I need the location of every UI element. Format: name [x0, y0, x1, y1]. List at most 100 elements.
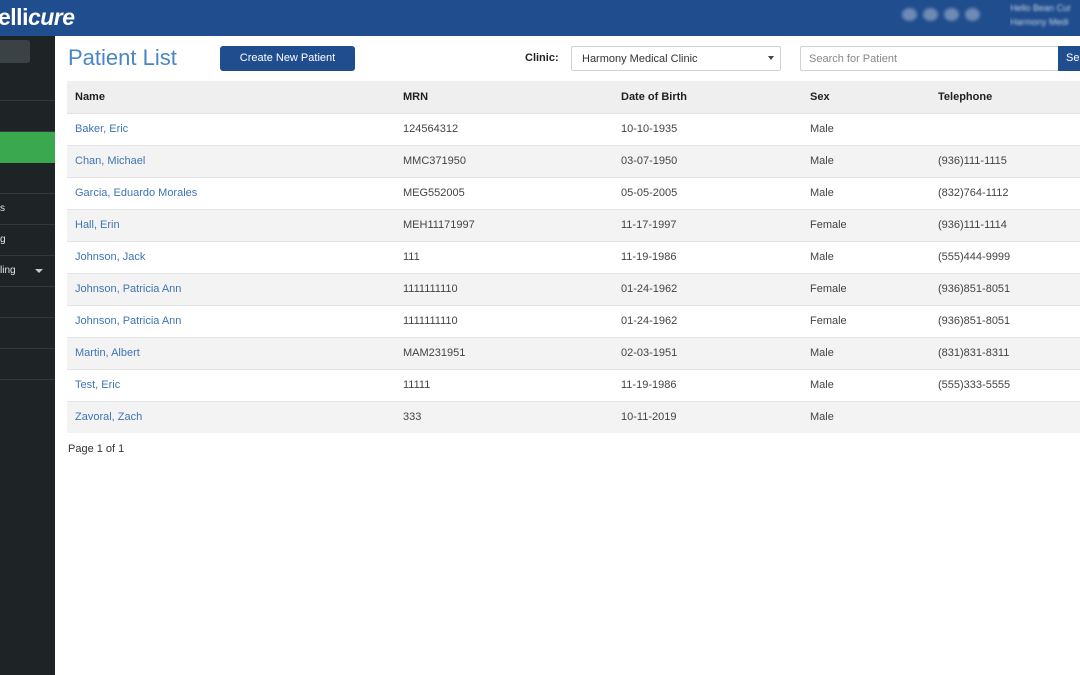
sex-cell: Male	[802, 336, 930, 369]
column-header-dob[interactable]: Date of Birth	[613, 81, 802, 113]
chevron-down-icon	[35, 269, 43, 273]
table-row[interactable]: Johnson, Patricia Ann 1111111110 01-24-196…	[67, 272, 1080, 305]
column-header-name[interactable]: Name	[67, 81, 395, 113]
telephone-cell	[930, 400, 1080, 433]
sex-cell: Male	[802, 176, 930, 209]
chat-icon[interactable]	[965, 8, 980, 21]
sex-cell: Male	[802, 144, 930, 177]
date-of-birth-cell: 11-17-1997	[613, 208, 802, 241]
sex-cell: Female	[802, 208, 930, 241]
telephone-cell: (936)851-8051	[930, 272, 1080, 305]
mrn-cell: 111	[395, 240, 613, 273]
user-info[interactable]: Hello Bean Cur Harmony Medi	[1010, 1, 1080, 29]
table-row[interactable]: Chan, Michael MMC371950 03-07-1950 Male (936…	[67, 144, 1080, 177]
patient-name-link[interactable]: Johnson, Patricia Ann	[67, 272, 395, 305]
mrn-cell: 11111	[395, 368, 613, 401]
date-of-birth-cell: 03-07-1950	[613, 144, 802, 177]
sex-cell: Female	[802, 272, 930, 305]
patient-search-input[interactable]	[800, 46, 1060, 71]
date-of-birth-cell: 10-10-1935	[613, 112, 802, 145]
mrn-cell: 124564312	[395, 112, 613, 145]
sidebar-item-6[interactable]: g	[0, 225, 55, 256]
patient-name-link[interactable]: Johnson, Jack	[67, 240, 395, 273]
sex-cell: Male	[802, 112, 930, 145]
table-row[interactable]: Garcia, Eduardo Morales MEG552005 05-05-20…	[67, 176, 1080, 209]
patient-name-link[interactable]: Zavoral, Zach	[67, 400, 395, 433]
clinic-select[interactable]: Harmony Medical Clinic	[571, 46, 781, 71]
logo-text-part-2: cure	[27, 4, 75, 30]
telephone-cell: (831)831-8311	[930, 336, 1080, 369]
telephone-cell: (936)111-1115	[930, 144, 1080, 177]
telephone-cell: (936)851-8051	[930, 304, 1080, 337]
patient-name-link[interactable]: Garcia, Eduardo Morales	[67, 176, 395, 209]
column-header-mrn[interactable]: MRN	[395, 81, 613, 113]
date-of-birth-cell: 10-11-2019	[613, 400, 802, 433]
patient-name-link[interactable]: Test, Eric	[67, 368, 395, 401]
mrn-cell: MMC371950	[395, 144, 613, 177]
sidebar-item-7[interactable]: ling	[0, 256, 55, 287]
patient-name-link[interactable]: Martin, Albert	[67, 336, 395, 369]
logo-text-part-1: elli	[0, 4, 28, 30]
search-button[interactable]: Sea	[1058, 46, 1080, 71]
mrn-cell: MEG552005	[395, 176, 613, 209]
telephone-cell: (832)764-1112	[930, 176, 1080, 209]
header-icons	[902, 8, 980, 21]
date-of-birth-cell: 01-24-1962	[613, 304, 802, 337]
sidebar-item-label: s	[0, 203, 5, 214]
user-clinic: Harmony Medi	[1010, 17, 1069, 27]
sidebar-item-1[interactable]	[0, 70, 55, 101]
app-logo[interactable]: ellicure	[0, 4, 75, 31]
clinic-select-value: Harmony Medical Clinic	[582, 53, 698, 65]
mrn-cell: 333	[395, 400, 613, 433]
mrn-cell: 1111111110	[395, 272, 613, 305]
table-row[interactable]: Martin, Albert MAM231951 02-03-1951 Male (83…	[67, 336, 1080, 369]
sidebar: s g ling	[0, 36, 55, 675]
patient-name-link[interactable]: Johnson, Patricia Ann	[67, 304, 395, 337]
sidebar-item-active[interactable]	[0, 132, 55, 163]
table-row[interactable]: Baker, Eric 124564312 10-10-1935 Male	[67, 112, 1080, 145]
mrn-cell: MAM231951	[395, 336, 613, 369]
date-of-birth-cell: 11-19-1986	[613, 368, 802, 401]
help-icon[interactable]	[923, 8, 938, 21]
column-header-sex[interactable]: Sex	[802, 81, 930, 113]
pagination-text: Page 1 of 1	[68, 443, 125, 455]
sidebar-item-9[interactable]	[0, 318, 55, 349]
table-row[interactable]: Zavoral, Zach 333 10-11-2019 Male	[67, 400, 1080, 433]
column-header-telephone[interactable]: Telephone	[930, 81, 1080, 113]
table-row[interactable]: Test, Eric 11111 11-19-1986 Male (555)333-55…	[67, 368, 1080, 401]
sex-cell: Male	[802, 240, 930, 273]
patient-name-link[interactable]: Baker, Eric	[67, 112, 395, 145]
telephone-cell: (555)333-5555	[930, 368, 1080, 401]
telephone-cell: (936)111-1114	[930, 208, 1080, 241]
chevron-down-icon	[768, 56, 774, 60]
sidebar-search[interactable]	[0, 40, 30, 63]
sidebar-item-2[interactable]	[0, 101, 55, 132]
telephone-cell: (555)444-9999	[930, 240, 1080, 273]
create-new-patient-button[interactable]: Create New Patient	[220, 46, 355, 71]
table-row[interactable]: Hall, Erin MEH11171997 11-17-1997 Female (93…	[67, 208, 1080, 241]
date-of-birth-cell: 01-24-1962	[613, 272, 802, 305]
date-of-birth-cell: 02-03-1951	[613, 336, 802, 369]
table-row[interactable]: Johnson, Patricia Ann 1111111110 01-24-196…	[67, 304, 1080, 337]
megaphone-icon[interactable]	[902, 8, 917, 21]
patient-name-link[interactable]: Hall, Erin	[67, 208, 395, 241]
sidebar-item-label: g	[0, 234, 6, 245]
user-greeting: Hello Bean Cur	[1010, 3, 1072, 13]
page-title: Patient List	[68, 45, 177, 70]
sidebar-item-label: ling	[0, 265, 16, 276]
patient-name-link[interactable]: Chan, Michael	[67, 144, 395, 177]
telephone-cell	[930, 112, 1080, 145]
sidebar-item-10[interactable]	[0, 349, 55, 380]
sex-cell: Male	[802, 368, 930, 401]
mail-icon[interactable]	[944, 8, 959, 21]
mrn-cell: MEH11171997	[395, 208, 613, 241]
sex-cell: Male	[802, 400, 930, 433]
date-of-birth-cell: 11-19-1986	[613, 240, 802, 273]
table-row[interactable]: Johnson, Jack 111 11-19-1986 Male (555)444-9…	[67, 240, 1080, 273]
sidebar-item-4[interactable]	[0, 163, 55, 194]
sidebar-item-5[interactable]: s	[0, 194, 55, 225]
mrn-cell: 1111111110	[395, 304, 613, 337]
patient-table: Name MRN Date of Birth Sex Telephone Bak…	[67, 81, 1080, 433]
clinic-label: Clinic:	[525, 52, 559, 64]
sidebar-item-8[interactable]	[0, 287, 55, 318]
